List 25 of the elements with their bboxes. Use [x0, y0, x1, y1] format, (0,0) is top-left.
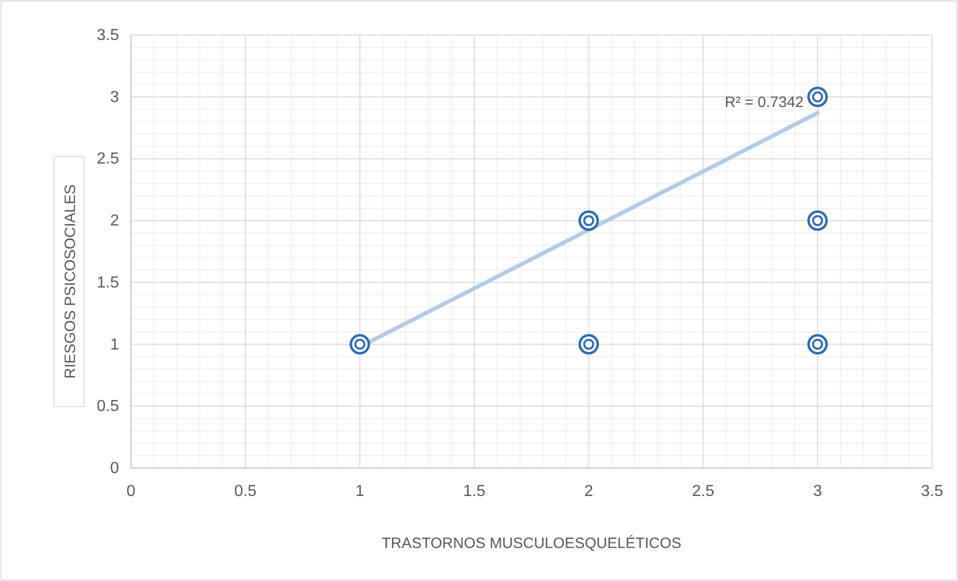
x-tick-label: 0: [126, 483, 136, 500]
point: [807, 86, 828, 108]
y-tick-label: 3: [110, 88, 120, 106]
x-axis-title: TRASTORNOS MUSCULOESQUELÉTICOS: [382, 534, 682, 552]
y-tick-label: 2.5: [96, 150, 120, 168]
y-tick-label: 1.5: [96, 274, 120, 292]
y-tick-label: 0: [110, 460, 120, 477]
y-tick-label: 2: [110, 212, 120, 230]
y-tick-label: 3.5: [96, 27, 120, 44]
x-tick-label: 2.5: [692, 483, 714, 500]
point: [578, 210, 599, 231]
x-tick-label: 2: [584, 483, 594, 500]
x-tick-label: 3: [813, 483, 822, 500]
annotation: R² = 0.7342: [724, 94, 804, 111]
x-tick-label: 3.5: [920, 483, 944, 500]
point: [807, 334, 828, 355]
x-tick-label: 1.5: [463, 483, 486, 500]
y-tick-label: 1: [110, 336, 120, 354]
point: [350, 334, 370, 355]
y-tick-label: 0.5: [96, 398, 120, 416]
x-tick-label: 0.5: [234, 483, 257, 500]
point: [807, 210, 828, 231]
point: [578, 334, 599, 355]
y-axis-title: RIESGOS PSICOSOCIALES: [62, 184, 79, 379]
x-tick-label: 1: [355, 483, 364, 500]
